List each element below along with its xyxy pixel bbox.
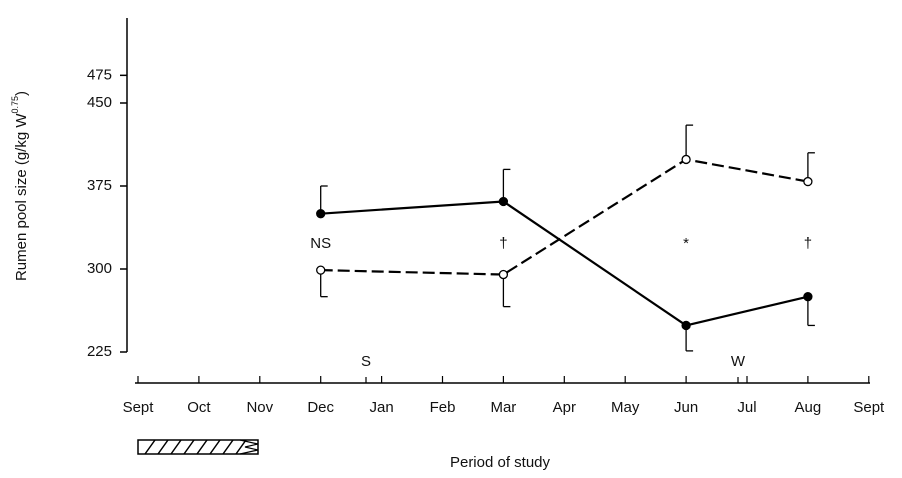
y-axis-label-sup: 0.75 (10, 96, 20, 114)
x-tick-label: Nov (246, 399, 273, 416)
event-label: W (731, 353, 746, 370)
significance-label: † (804, 235, 812, 252)
y-tick-label: 300 (87, 260, 112, 277)
x-tick-label: Apr (553, 399, 576, 416)
period-bar (137, 439, 259, 455)
x-tick-label: Oct (187, 399, 211, 416)
x-axis-label: Period of study (450, 454, 551, 471)
y-axis-label-text: Rumen pool size (g/kg W (13, 113, 30, 281)
y-axis-label-end: ) (13, 91, 30, 96)
x-tick-label: Feb (430, 399, 456, 416)
x-tick-label: Dec (307, 399, 334, 416)
data-point (498, 196, 509, 207)
significance-label: * (683, 235, 689, 252)
y-tick-label: 375 (87, 177, 112, 194)
x-tick-label: May (611, 399, 640, 416)
data-point (498, 269, 509, 280)
y-tick-label: 225 (87, 343, 112, 360)
data-point (803, 292, 813, 302)
x-tick-label: Sept (123, 399, 155, 416)
x-tick-label: Aug (795, 399, 822, 416)
data-point (681, 320, 691, 331)
series-line (320, 200, 809, 327)
x-tick-label: Jul (737, 399, 756, 416)
x-tick-label: Jun (674, 399, 698, 416)
series-line (320, 158, 809, 276)
y-tick-label: 450 (87, 94, 112, 111)
data-point (316, 265, 326, 275)
data-point (316, 209, 326, 219)
data-point (681, 154, 691, 165)
x-tick-label: Sept (853, 399, 885, 416)
significance-label: NS (310, 235, 331, 252)
significance-label: † (499, 235, 507, 252)
x-tick-label: Jan (370, 399, 394, 416)
x-tick-label: Mar (490, 399, 516, 416)
y-tick-label: 475 (87, 66, 112, 83)
data-point (803, 176, 813, 187)
y-axis-label: Rumen pool size (g/kg W0.75) (10, 91, 30, 281)
event-label: S (361, 353, 371, 370)
